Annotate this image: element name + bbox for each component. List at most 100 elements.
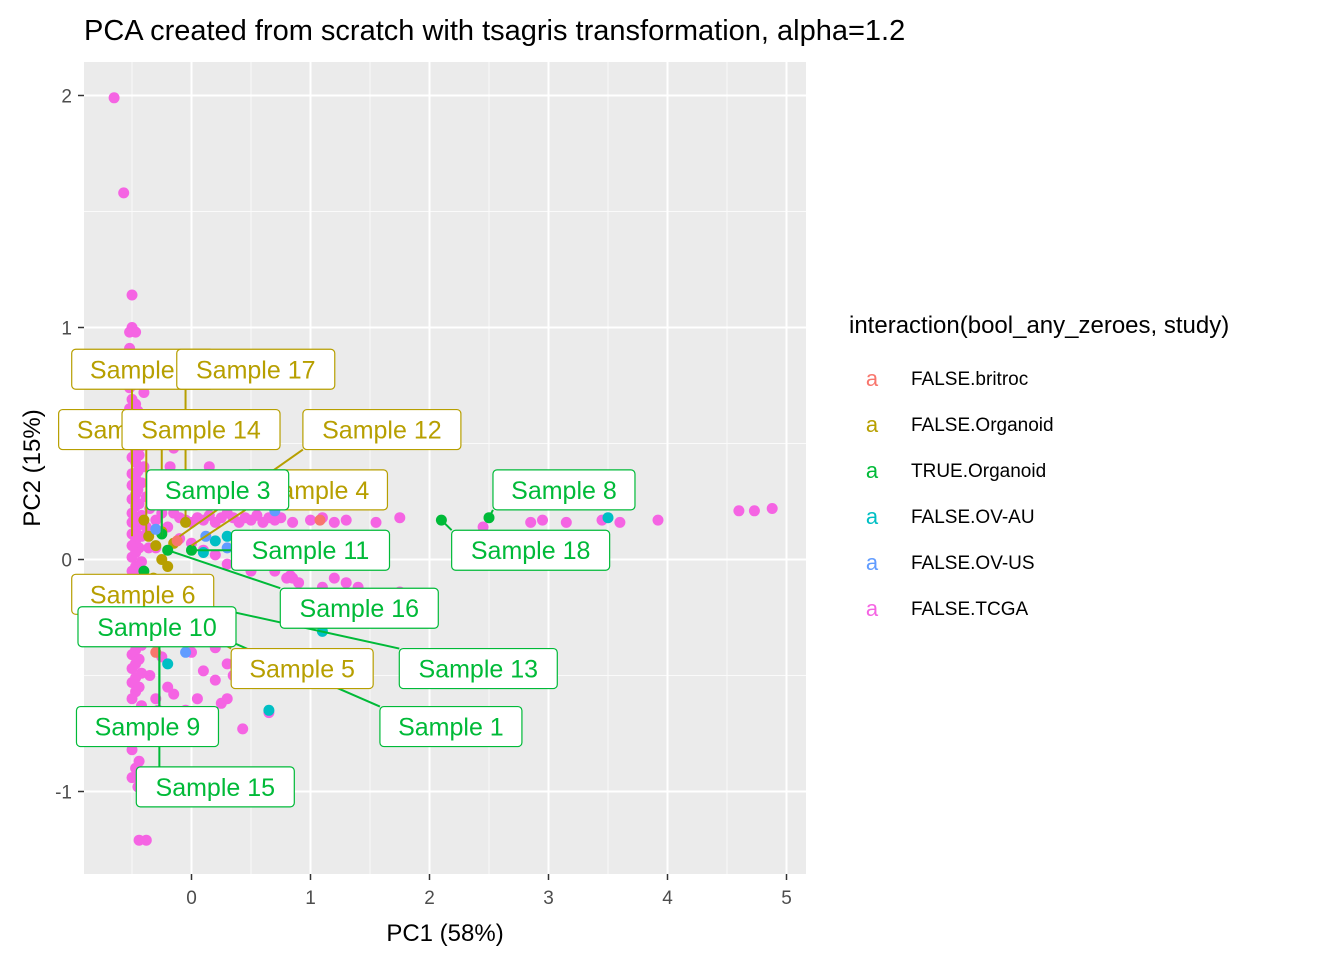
label-box [302,408,462,451]
legend-key-glyph: a [866,458,879,483]
data-point [130,326,142,338]
y-tick-label: 0 [61,551,72,572]
label-box [75,705,220,748]
data-point [126,772,138,784]
data-point [525,516,537,528]
label-box [77,606,237,648]
data-point [168,688,180,700]
data-point [171,535,183,547]
legend-label: FALSE.Organoid [911,415,1054,436]
label-box [176,348,336,390]
data-point [197,665,209,677]
data-point [287,516,299,528]
label-box [279,587,439,629]
label-text: Sample 18 [471,537,591,565]
data-point [221,530,233,542]
y-axis-title: PC2 (15%) [19,409,46,526]
label-text: Sample 3 [165,477,271,505]
data-point [126,663,138,674]
label-leader-line [190,509,247,547]
data-point [340,514,352,526]
x-tick-label: 4 [662,888,673,909]
legend: interaction(bool_any_zeroes, study) a FAL… [849,312,1229,621]
legend-key-glyph: a [866,550,879,575]
x-tick-label: 1 [305,888,316,909]
data-point [138,514,150,526]
data-point [126,693,138,705]
data-point [733,505,745,517]
label-box [146,469,290,511]
legend-key-glyph: a [866,596,879,621]
label-box [451,529,611,571]
data-point [118,187,130,199]
legend-key-glyph: a [866,412,879,437]
data-point [766,503,778,514]
legend-label: FALSE.britroc [911,369,1028,390]
data-point [560,516,572,528]
chart-title: PCA created from scratch with tsagris tr… [84,15,905,47]
x-tick-label: 2 [424,888,435,909]
data-point [156,554,168,565]
data-point [197,547,209,558]
data-point [652,514,664,526]
label-text: Sample 17 [196,356,316,384]
data-point [191,693,203,705]
data-point [126,289,138,301]
label-box [492,469,636,511]
label-text: Sample 11 [252,537,370,565]
label-box [230,529,391,571]
data-point [209,549,221,561]
legend-key-glyph: a [866,504,879,529]
y-tick-label: 1 [61,319,72,340]
data-point [328,572,340,584]
data-point [180,646,192,658]
label-text: Sample 13 [419,656,539,684]
label-leader-line [488,509,494,519]
data-point [314,514,326,526]
data-point [284,570,296,582]
data-point [126,551,138,563]
axes: 0 1 2 3 4 5 -1 0 1 2 [55,87,792,910]
data-point [370,516,382,528]
label-text: Sample 12 [322,417,442,445]
legend-label: FALSE.OV-US [911,553,1035,574]
label-text: Sample 14 [141,417,261,445]
label-text: Sample 8 [511,477,617,505]
legend-key-glyph: a [866,366,879,391]
label-text: Sample 15 [156,774,276,802]
data-point [221,558,233,570]
label-text: Sample 10 [97,614,217,642]
data-point [180,516,192,528]
label-box [121,408,281,451]
y-tick-label: -1 [55,783,72,804]
data-point [162,544,174,556]
x-tick-label: 3 [543,888,554,909]
y-tick-label: 2 [61,87,72,108]
data-point [140,834,152,846]
data-point [215,697,227,709]
data-point [263,704,275,716]
legend-label: FALSE.OV-AU [911,507,1035,528]
data-point [144,670,156,681]
data-point [305,514,316,526]
label-text: Sample 16 [300,595,420,623]
data-point [221,658,233,670]
label-box [230,647,374,690]
label-text: Sample 6 [90,581,196,609]
legend-label: FALSE.TCGA [911,599,1029,620]
data-point [162,658,174,670]
label-text: Sample 1 [398,714,504,742]
data-point [150,540,162,552]
data-point [209,674,221,686]
data-point [602,512,614,524]
label-text: Sample 9 [95,714,201,742]
x-tick-label: 0 [186,888,197,909]
data-point [328,516,340,528]
label-leader-line [167,549,281,590]
x-axis-title: PC1 (58%) [386,920,503,947]
data-point [394,512,406,524]
x-tick-label: 5 [781,888,792,909]
